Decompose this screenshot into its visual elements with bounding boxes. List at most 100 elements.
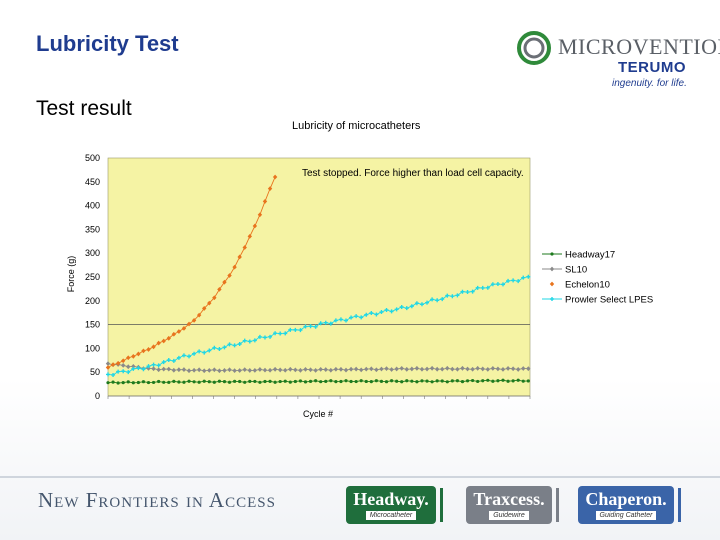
series-echelon10-point [207,300,212,306]
series-prowler-select-lpes-point [344,318,349,323]
series-headway17-point [121,380,125,385]
series-prowler-select-lpes-point [455,293,460,298]
legend-item-prowler-select-lpes: Prowler Select LPES [542,295,653,306]
series-echelon10-point [196,312,202,318]
series-prowler-select-lpes-point [485,285,490,290]
product-traxcess-name: Traxcess. [473,489,545,509]
series-echelon10-point [272,174,278,180]
series-sl10-point [455,366,460,372]
series-echelon10-point [252,223,258,229]
series-sl10-point [298,367,303,373]
series-echelon10-point [161,338,166,344]
series-headway17-point [476,379,480,384]
series-sl10-point [348,366,354,372]
series-sl10-point [480,366,485,372]
series-prowler-select-lpes-point [465,290,470,295]
series-prowler-select-lpes-point [176,355,181,360]
series-prowler-select-lpes-point [268,334,273,339]
series-headway17-point [258,380,262,384]
series-sl10-point [440,366,445,372]
series-sl10-point [389,367,394,372]
series-prowler-select-lpes-point [156,363,161,368]
company-logo: MICROVENTION® TERUMO ingenuity. for life… [514,28,720,94]
series-sl10-point [202,368,207,374]
series-prowler-select-lpes-point [379,310,384,315]
series-sl10-point [318,366,323,372]
series-sl10-point [404,366,409,372]
logo-tagline: ingenuity. for life. [612,78,687,89]
chart-title: Lubricity of microcatheters [292,120,421,132]
series-sl10-point [131,363,136,369]
product-headway: Headway. Microcatheter [346,486,436,524]
legend-label: SL10 [565,265,587,276]
product-traxcess-stripe [556,488,559,522]
series-headway17-point [263,379,267,384]
series-prowler-select-lpes-point [313,324,318,329]
series-prowler-select-lpes-point [495,282,500,287]
series-prowler-select-lpes-point [187,354,192,359]
series-headway17-point [420,379,424,383]
series-prowler-select-lpes-point [257,334,262,339]
series-sl10-point [186,368,192,374]
series-headway17-point [288,380,292,384]
y-tick-label: 450 [85,177,100,187]
series-prowler-select-lpes-point [394,307,399,312]
series-headway17-point [162,380,166,384]
series-prowler-select-lpes-point [521,275,526,280]
series-headway17-point [192,380,196,384]
series-sl10-point [384,366,389,371]
y-tick-label: 250 [85,272,100,282]
slide-title: Lubricity Test [36,31,179,56]
series-headway17-point [435,379,439,383]
series-sl10-point [171,367,177,373]
series-sl10-point [207,367,212,373]
chart-svg: 0 50 100 150 200 250 300 350 400 450 500 Test stop… [66,153,653,419]
series-headway17-point [177,380,181,384]
series-headway17-point [314,379,318,383]
series-prowler-select-lpes-point [141,367,146,372]
y-tick-label: 300 [85,248,100,258]
series-headway17-point [146,380,151,385]
series-echelon10-point [126,355,131,361]
series-sl10-point [419,366,425,372]
series-echelon10-point [156,340,161,346]
series-headway17-point [319,380,323,384]
series-headway17-point [197,380,201,384]
series-headway17-point [243,380,247,384]
series-sl10-point [105,361,111,367]
series-prowler-select-lpes-point [430,297,435,302]
x-axis-ticks [107,395,531,399]
series-prowler-select-lpes-point [374,312,379,317]
series-prowler-select-lpes-point [308,324,313,329]
series-headway17-point [516,378,520,382]
series-headway17-point [511,379,515,383]
legend-label: Headway17 [565,250,615,261]
series-prowler-select-lpes-point [212,345,217,350]
x-axis-label: Cycle # [303,409,333,419]
series-prowler-select-lpes-point [338,317,343,322]
series-prowler-select-lpes-point [232,343,237,348]
series-sl10-point [283,367,288,373]
series-echelon10-point [186,321,192,327]
series-headway17-point [116,381,120,385]
logo-sub: TERUMO [618,59,686,76]
series-prowler-select-lpes-point [333,318,338,323]
series-echelon10-point [222,279,227,285]
series-prowler-select-lpes-point [252,338,257,343]
series-sl10-point [485,366,490,372]
series-echelon10-point [105,365,111,370]
series-prowler-select-lpes-point [298,328,303,333]
series-sl10-point [495,366,501,372]
series-sl10-point [374,367,379,373]
series-headway17-point [187,379,191,383]
series-prowler-select-lpes-point [480,285,485,290]
series-prowler-select-lpes-point [136,366,141,371]
chart-legend: Headway17 SL10 Echelon10 Prowler Select LPE… [542,250,653,306]
product-chaperon-desc: Guiding Catheter [595,511,657,520]
series-headway17-point [496,379,500,383]
series-echelon10-point [181,325,187,331]
series-sl10-point [333,366,339,372]
series-echelon10-point [262,199,268,204]
series-prowler-select-lpes-point [227,342,232,347]
series-sl10-point [237,368,242,373]
